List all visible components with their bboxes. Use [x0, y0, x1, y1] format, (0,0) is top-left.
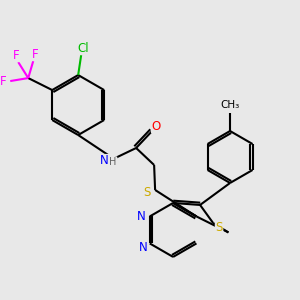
Text: F: F: [32, 48, 38, 61]
Text: N: N: [140, 241, 148, 254]
Text: S: S: [143, 187, 151, 200]
Text: H: H: [110, 157, 117, 167]
Text: CH₃: CH₃: [220, 100, 240, 110]
Text: S: S: [215, 221, 223, 234]
Text: F: F: [0, 75, 7, 88]
Text: Cl: Cl: [77, 42, 89, 55]
Text: N: N: [137, 210, 146, 223]
Text: F: F: [13, 49, 20, 62]
Text: O: O: [152, 119, 161, 133]
Text: N: N: [100, 154, 109, 167]
